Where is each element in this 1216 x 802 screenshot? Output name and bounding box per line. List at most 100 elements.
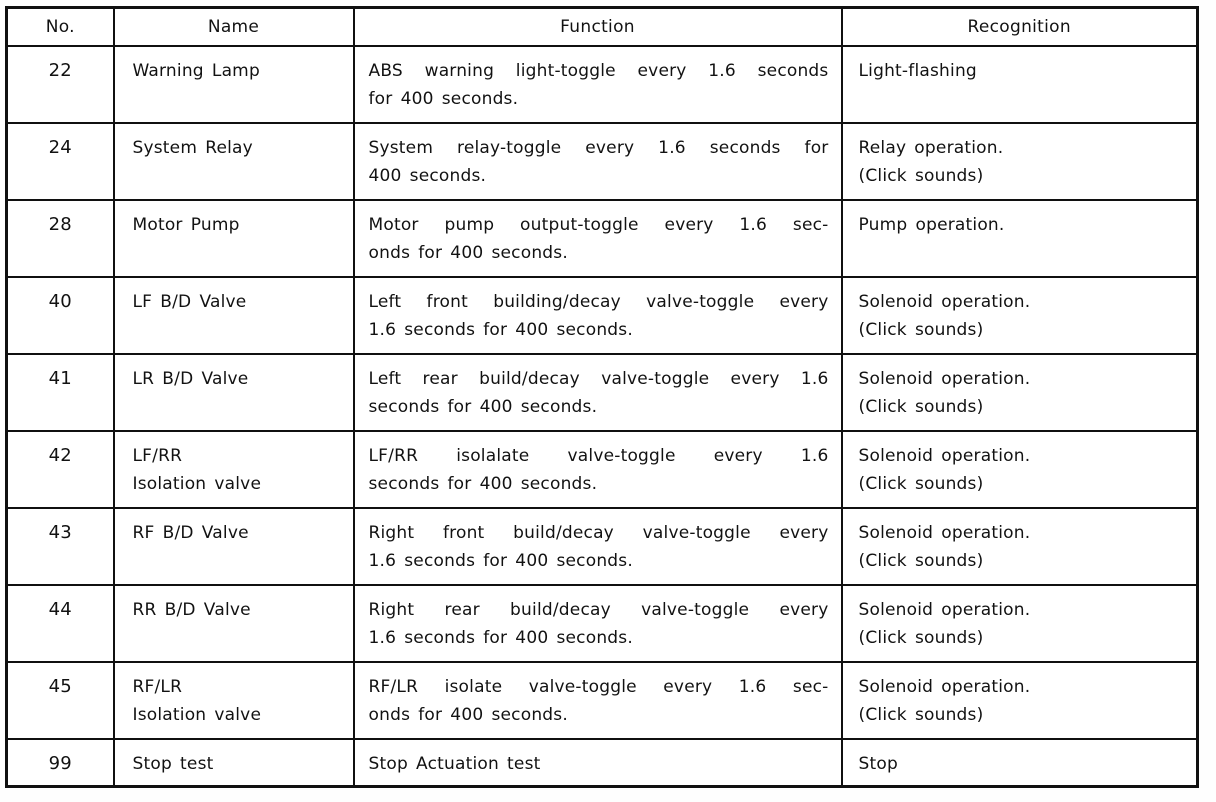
cell-name: System Relay — [112, 122, 355, 201]
cell-function: ABS warning light-toggle every 1.6 secon… — [352, 45, 843, 124]
cell-recognition: Relay operation. (Click sounds) — [840, 122, 1199, 201]
cell-recognition: Stop — [840, 738, 1199, 787]
table-row: 44 RR B/D Valve Right rear build/decay v… — [5, 584, 1199, 663]
cell-line: Solenoid operation. — [858, 523, 1031, 543]
table-row: 28 Motor Pump Motor pump output-toggle e… — [5, 199, 1199, 278]
table-row: 42 LF/RR Isolation valve LF/RR isolalate … — [5, 430, 1199, 509]
cell-no: 40 — [5, 276, 115, 355]
cell-name: Warning Lamp — [112, 45, 355, 124]
cell-function: Left rear build/decay valve-toggle every… — [352, 353, 843, 432]
cell-line: Stop — [858, 754, 898, 774]
table-row: 45 RF/LR Isolation valve RF/LR isolate va… — [5, 661, 1199, 740]
cell-recognition: Pump operation. — [840, 199, 1199, 278]
cell-line: 1.6 seconds for 400 seconds. — [368, 628, 633, 648]
cell-line: (Click sounds) — [858, 705, 984, 725]
table-row: 24 System Relay System relay-toggle ever… — [5, 122, 1199, 201]
cell-line: Warning Lamp — [132, 61, 260, 81]
cell-line: RF/LR isolate valve-toggle every 1.6 sec… — [368, 677, 829, 697]
cell-name: LF/RR Isolation valve — [112, 430, 355, 509]
table-row: 99 Stop test Stop Actuation test Stop — [5, 738, 1199, 787]
cell-line: Motor Pump — [132, 215, 240, 235]
cell-line: Right rear build/decay valve-toggle ever… — [368, 600, 829, 620]
cell-name: RF B/D Valve — [112, 507, 355, 586]
cell-line: Left front building/decay valve-toggle e… — [368, 292, 829, 312]
cell-function: LF/RR isolalate valve-toggle every 1.6 se… — [352, 430, 843, 509]
cell-line: Left rear build/decay valve-toggle every… — [368, 369, 829, 389]
cell-line: RR B/D Valve — [132, 600, 251, 620]
cell-line: Motor pump output-toggle every 1.6 sec- — [368, 215, 829, 235]
cell-name: LF B/D Valve — [112, 276, 355, 355]
cell-recognition: Solenoid operation. (Click sounds) — [840, 661, 1199, 740]
table-row: 41 LR B/D Valve Left rear build/decay va… — [5, 353, 1199, 432]
cell-line: (Click sounds) — [858, 551, 984, 571]
cell-line: Isolation valve — [132, 474, 262, 494]
column-header-no: No. — [5, 6, 115, 47]
cell-line: Light-flashing — [858, 61, 977, 81]
table-row: 43 RF B/D Valve Right front build/decay … — [5, 507, 1199, 586]
cell-line: Isolation valve — [132, 705, 262, 725]
cell-line: onds for 400 seconds. — [368, 705, 568, 725]
cell-line: ABS warning light-toggle every 1.6 secon… — [368, 61, 829, 81]
cell-line: (Click sounds) — [858, 628, 984, 648]
cell-no: 43 — [5, 507, 115, 586]
cell-no: 22 — [5, 45, 115, 124]
cell-no: 24 — [5, 122, 115, 201]
actuation-test-table: No. Name Function Recognition 22 Warning… — [5, 6, 1199, 788]
cell-function: Motor pump output-toggle every 1.6 sec-o… — [352, 199, 843, 278]
cell-line: (Click sounds) — [858, 320, 984, 340]
cell-no: 99 — [5, 738, 115, 787]
column-header-recognition: Recognition — [840, 6, 1199, 47]
cell-function: RF/LR isolate valve-toggle every 1.6 sec… — [352, 661, 843, 740]
cell-line: Solenoid operation. — [858, 369, 1031, 389]
table-row: 22 Warning Lamp ABS warning light-toggle… — [5, 45, 1199, 124]
cell-line: LF/RR isolalate valve-toggle every 1.6 — [368, 446, 829, 466]
cell-no: 44 — [5, 584, 115, 663]
cell-recognition: Solenoid operation. (Click sounds) — [840, 507, 1199, 586]
cell-line: 400 seconds. — [368, 166, 487, 186]
cell-line: Right front build/decay valve-toggle eve… — [368, 523, 829, 543]
cell-line: onds for 400 seconds. — [368, 243, 568, 263]
cell-line: seconds for 400 seconds. — [368, 474, 598, 494]
cell-no: 42 — [5, 430, 115, 509]
column-header-function: Function — [352, 6, 843, 47]
cell-name: LR B/D Valve — [112, 353, 355, 432]
cell-function: Right rear build/decay valve-toggle ever… — [352, 584, 843, 663]
cell-line: (Click sounds) — [858, 474, 984, 494]
table-row: 40 LF B/D Valve Left front building/deca… — [5, 276, 1199, 355]
header-row: No. Name Function Recognition — [5, 6, 1199, 47]
cell-line: RF/LR — [132, 677, 183, 697]
cell-line: LF/RR — [132, 446, 183, 466]
cell-line: for 400 seconds. — [368, 89, 519, 109]
cell-line: Relay operation. — [858, 138, 1004, 158]
cell-line: 1.6 seconds for 400 seconds. — [368, 551, 633, 571]
cell-name: Motor Pump — [112, 199, 355, 278]
cell-line: 1.6 seconds for 400 seconds. — [368, 320, 633, 340]
cell-recognition: Light-flashing — [840, 45, 1199, 124]
cell-no: 41 — [5, 353, 115, 432]
cell-line: LF B/D Valve — [132, 292, 247, 312]
cell-line: Stop test — [132, 754, 214, 774]
cell-line: Stop Actuation test — [368, 754, 541, 774]
cell-function: Right front build/decay valve-toggle eve… — [352, 507, 843, 586]
cell-recognition: Solenoid operation. (Click sounds) — [840, 276, 1199, 355]
table-body: 22 Warning Lamp ABS warning light-toggle… — [5, 45, 1199, 787]
cell-function: System relay-toggle every 1.6 seconds fo… — [352, 122, 843, 201]
cell-line: (Click sounds) — [858, 397, 984, 417]
column-header-name: Name — [112, 6, 355, 47]
cell-line: System relay-toggle every 1.6 seconds fo… — [368, 138, 829, 158]
cell-line: Solenoid operation. — [858, 292, 1031, 312]
cell-name: RR B/D Valve — [112, 584, 355, 663]
cell-function: Left front building/decay valve-toggle e… — [352, 276, 843, 355]
cell-line: System Relay — [132, 138, 253, 158]
cell-no: 45 — [5, 661, 115, 740]
cell-no: 28 — [5, 199, 115, 278]
cell-line: Solenoid operation. — [858, 446, 1031, 466]
cell-recognition: Solenoid operation. (Click sounds) — [840, 584, 1199, 663]
table-header: No. Name Function Recognition — [5, 6, 1199, 47]
cell-recognition: Solenoid operation. (Click sounds) — [840, 430, 1199, 509]
cell-function: Stop Actuation test — [352, 738, 843, 787]
cell-line: Pump operation. — [858, 215, 1005, 235]
cell-line: seconds for 400 seconds. — [368, 397, 598, 417]
cell-line: Solenoid operation. — [858, 677, 1031, 697]
